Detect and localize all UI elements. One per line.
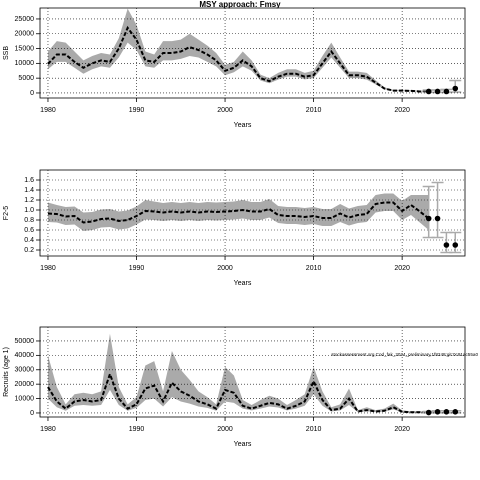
y-axis-label: F2-5: [3, 206, 10, 221]
y-tick-label: 0.8: [24, 217, 34, 224]
y-tick-label: 1.0: [24, 207, 34, 214]
estimate-line: [47, 371, 429, 414]
x-tick-label: 1990: [129, 426, 145, 433]
projection-point: [443, 88, 450, 95]
projection-point: [425, 409, 432, 416]
plot-area: [47, 333, 462, 416]
plot-frame: [39, 7, 466, 99]
projection-point: [443, 242, 450, 248]
x-axis-label: Years: [234, 122, 252, 129]
projection-point: [434, 88, 441, 95]
projection-point: [443, 409, 450, 415]
confidence-band: [47, 8, 429, 93]
x-tick-label: 2020: [394, 426, 410, 433]
x-tick-label: 2000: [217, 107, 233, 114]
chart-title: MSY approach: Fmsy: [199, 0, 281, 9]
y-tick-label: 1.4: [24, 187, 34, 194]
plot-frame: [39, 169, 466, 257]
x-tick-label: 1990: [129, 107, 145, 114]
estimate-line: [47, 25, 429, 93]
projection-point: [425, 88, 432, 95]
x-tick-label: 1980: [40, 107, 56, 114]
x-tick-label: 1980: [40, 426, 56, 433]
projection-point: [452, 242, 459, 248]
y-tick-label: 5000: [18, 75, 34, 82]
plot-area: [47, 8, 462, 95]
projection-point: [425, 215, 432, 222]
y-tick-label: 20000: [15, 31, 35, 38]
y-tick-label: 15000: [15, 45, 35, 52]
y-tick-label: 10000: [15, 395, 35, 402]
y-tick-label: 1.2: [24, 197, 34, 204]
x-tick-label: 2020: [394, 265, 410, 272]
projection-point: [452, 85, 459, 92]
y-tick-label: 25000: [15, 16, 35, 23]
y-axis-label: Recruits (age 1): [3, 347, 10, 397]
x-tick-label: 2010: [306, 265, 322, 272]
projection-point: [434, 215, 441, 222]
y-tick-label: 0: [30, 90, 34, 97]
annotation: stockassessment.org,Cod_fak_2024_prelimi…: [331, 352, 478, 357]
y-tick-label: 40000: [15, 352, 35, 359]
plot-area: [47, 181, 462, 254]
x-tick-label: 1990: [129, 265, 145, 272]
x-tick-label: 2010: [306, 426, 322, 433]
y-tick-label: 0.4: [24, 237, 34, 244]
plot-frame: [39, 326, 466, 418]
x-axis-label: Years: [234, 441, 252, 448]
projection-point: [434, 409, 441, 415]
x-tick-label: 2010: [306, 107, 322, 114]
y-tick-label: 30000: [15, 367, 35, 374]
projection-point: [452, 409, 459, 415]
x-tick-label: 2000: [217, 265, 233, 272]
y-tick-label: 0.6: [24, 227, 34, 234]
y-tick-label: 1.6: [24, 177, 34, 184]
confidence-band: [47, 193, 429, 231]
x-tick-label: 2000: [217, 426, 233, 433]
x-tick-label: 1980: [40, 265, 56, 272]
estimate-line: [47, 201, 430, 224]
y-tick-label: 20000: [15, 381, 35, 388]
y-tick-label: 0: [30, 410, 34, 417]
x-tick-label: 2020: [394, 107, 410, 114]
y-tick-label: 0.2: [24, 247, 34, 254]
y-tick-label: 10000: [15, 60, 35, 67]
x-axis-label: Years: [234, 280, 252, 287]
y-axis-label: SSB: [3, 46, 10, 60]
y-tick-label: 50000: [15, 338, 35, 345]
